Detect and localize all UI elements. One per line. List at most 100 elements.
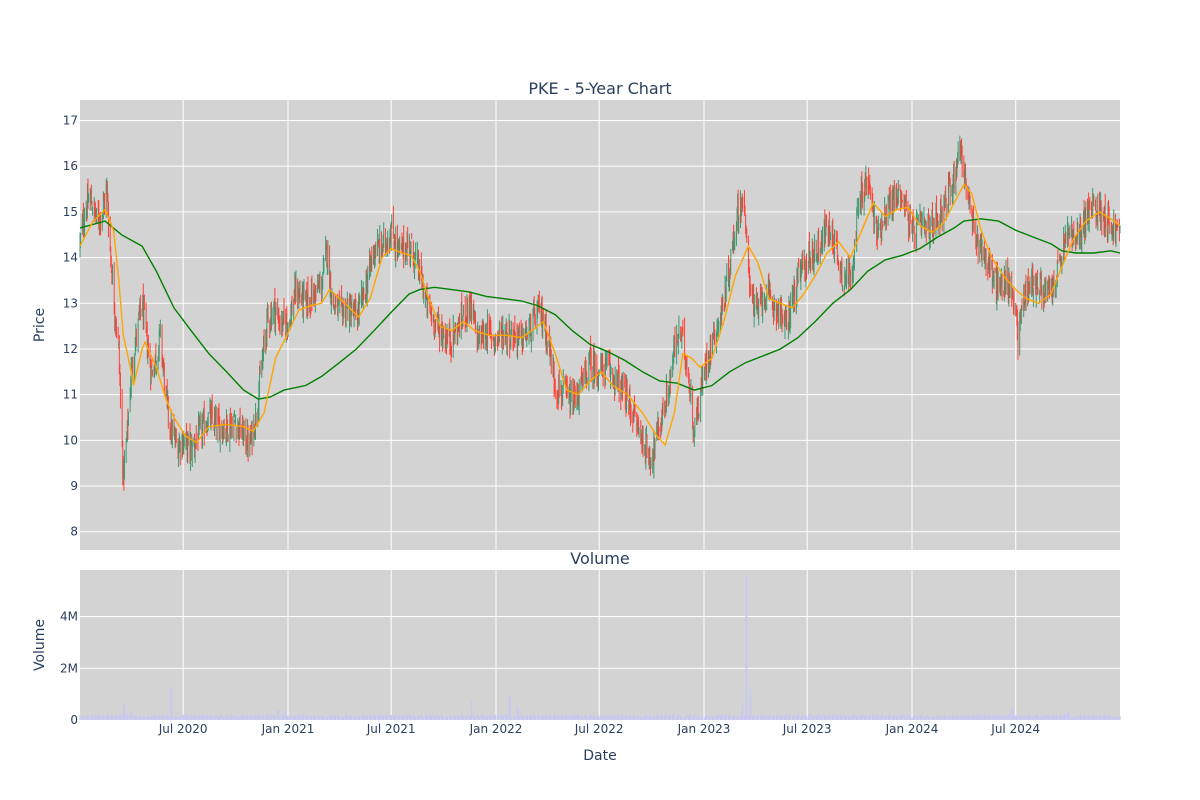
volume-bar	[715, 714, 718, 720]
volume-bar	[953, 714, 955, 720]
volume-bar	[143, 716, 145, 720]
volume-bar	[456, 714, 458, 720]
volume-bar	[478, 717, 481, 720]
volume-bar	[1073, 717, 1075, 720]
volume-bar	[87, 715, 90, 720]
price-chart-title: PKE - 5-Year Chart	[528, 79, 671, 98]
volume-bar	[638, 716, 640, 720]
volume-bar	[231, 716, 233, 720]
volume-bar	[905, 717, 907, 720]
volume-bar	[941, 715, 943, 720]
volume-bar	[770, 717, 772, 720]
volume-bar	[494, 714, 497, 720]
volume-bar	[355, 717, 357, 720]
volume-bar	[498, 716, 501, 720]
volume-bar	[837, 717, 840, 720]
volume-bar	[662, 717, 664, 720]
volume-bar	[1103, 715, 1105, 720]
volume-bar	[981, 717, 983, 720]
volume-bar	[321, 714, 323, 720]
volume-bar	[893, 716, 895, 720]
volume-bar	[734, 717, 736, 720]
volume-bar	[411, 715, 413, 720]
volume-bar	[669, 715, 671, 720]
volume-bar	[243, 715, 245, 720]
volume-bar	[257, 714, 259, 720]
volume-bar	[705, 714, 707, 720]
volume-bar	[848, 714, 850, 720]
volume-bar	[482, 716, 485, 720]
volume-bar	[1061, 715, 1063, 720]
volume-bar	[961, 716, 963, 720]
volume-bar	[730, 716, 732, 720]
volume-bar	[99, 716, 102, 720]
volume-bar	[849, 715, 852, 720]
volume-bar	[760, 714, 762, 720]
volume-bar	[255, 716, 257, 720]
volume-bar	[1085, 715, 1087, 720]
volume-bar	[201, 715, 203, 720]
volume-bar	[844, 715, 846, 720]
volume-bar	[91, 717, 94, 720]
volume-bar	[722, 714, 724, 720]
volume-bar	[682, 717, 684, 720]
volume-bar	[877, 716, 879, 720]
volume-bar	[223, 718, 225, 720]
volume-bar	[195, 715, 197, 720]
volume-bar	[690, 717, 692, 720]
volume-bar	[805, 716, 808, 720]
volume-bar	[706, 714, 708, 720]
volume-bar	[407, 716, 409, 720]
volume-bar	[1093, 715, 1095, 720]
volume-bar	[227, 715, 229, 720]
volume-bar	[1005, 714, 1007, 720]
volume-bar	[1037, 714, 1039, 720]
volume-bar	[302, 714, 304, 720]
volume-bar	[616, 715, 618, 720]
volume-bar	[865, 716, 868, 720]
volume-bar	[724, 714, 726, 720]
volume-bar	[754, 717, 756, 720]
volume-bar	[979, 714, 981, 720]
volume-bar	[778, 717, 780, 720]
volume-bar	[1101, 717, 1103, 720]
volume-bar	[601, 714, 604, 720]
volume-bar	[698, 717, 700, 720]
volume-bar	[453, 714, 455, 720]
volume-bar	[921, 714, 923, 720]
x-axis-title: Date	[583, 748, 616, 764]
volume-bar	[794, 717, 796, 720]
volume-bar	[287, 716, 289, 720]
volume-bar	[725, 714, 727, 720]
volume-bar	[486, 714, 489, 720]
volume-bar	[358, 715, 360, 720]
volume-bar	[159, 717, 161, 720]
volume-bar	[367, 717, 369, 720]
volume-bar	[1097, 715, 1099, 720]
volume-bar	[558, 717, 560, 720]
volume-bar	[1035, 715, 1037, 720]
price-y-tick-label: 10	[63, 433, 78, 447]
volume-bar	[857, 716, 860, 720]
volume-bar	[985, 715, 987, 720]
volume-bar	[602, 717, 604, 720]
volume-bar	[642, 717, 644, 720]
price-y-tick-label: 15	[63, 205, 78, 219]
volume-bar	[1044, 714, 1046, 720]
volume-bar	[538, 717, 540, 720]
x-tick-label: Jul 2022	[574, 722, 624, 736]
volume-bar	[674, 717, 676, 720]
volume-bar	[694, 714, 696, 720]
volume-bar	[790, 717, 792, 720]
volume-bar	[155, 715, 157, 720]
volume-bar	[989, 717, 991, 720]
volume-bar	[211, 714, 213, 720]
volume-bar	[442, 718, 445, 720]
volume-bar	[610, 714, 612, 720]
volume-bar	[139, 714, 142, 720]
volume-bar	[279, 717, 281, 720]
volume-bar	[251, 716, 253, 720]
volume-bar	[1025, 716, 1027, 720]
volume-bar	[542, 715, 544, 720]
